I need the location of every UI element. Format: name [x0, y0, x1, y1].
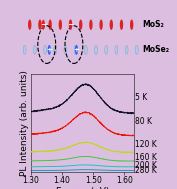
Circle shape [95, 45, 98, 54]
Circle shape [23, 45, 26, 54]
Circle shape [120, 19, 123, 30]
Circle shape [54, 45, 57, 54]
Circle shape [89, 19, 93, 30]
Circle shape [110, 19, 113, 30]
Text: +: + [46, 47, 52, 53]
Circle shape [125, 45, 128, 54]
Text: 160 K: 160 K [135, 153, 156, 162]
Circle shape [115, 45, 118, 54]
Text: +: + [73, 47, 79, 53]
Text: MoSe₂: MoSe₂ [142, 45, 169, 54]
Circle shape [75, 45, 78, 55]
Text: 280 K: 280 K [135, 166, 156, 174]
Circle shape [79, 19, 82, 30]
Circle shape [48, 19, 52, 30]
Circle shape [74, 45, 77, 54]
Circle shape [69, 20, 72, 30]
Circle shape [42, 20, 45, 30]
Circle shape [38, 19, 42, 30]
Text: −: − [40, 20, 47, 29]
Circle shape [69, 19, 72, 30]
Text: 5 K: 5 K [135, 93, 147, 102]
Circle shape [135, 45, 138, 54]
Text: −: − [67, 20, 74, 29]
Text: 120 K: 120 K [135, 140, 156, 149]
Circle shape [105, 45, 108, 54]
Circle shape [59, 19, 62, 30]
Circle shape [64, 45, 67, 54]
Text: MoS₂: MoS₂ [142, 20, 164, 29]
Circle shape [48, 45, 51, 55]
X-axis label: Energy (eV): Energy (eV) [56, 187, 109, 189]
Circle shape [33, 45, 36, 54]
Circle shape [28, 19, 32, 30]
Circle shape [44, 45, 47, 54]
Text: 200 K: 200 K [135, 161, 156, 170]
Circle shape [130, 19, 133, 30]
Y-axis label: PL Intensity (arb. units): PL Intensity (arb. units) [20, 70, 29, 176]
Circle shape [84, 45, 87, 54]
Circle shape [99, 19, 103, 30]
Text: 80 K: 80 K [135, 117, 152, 126]
